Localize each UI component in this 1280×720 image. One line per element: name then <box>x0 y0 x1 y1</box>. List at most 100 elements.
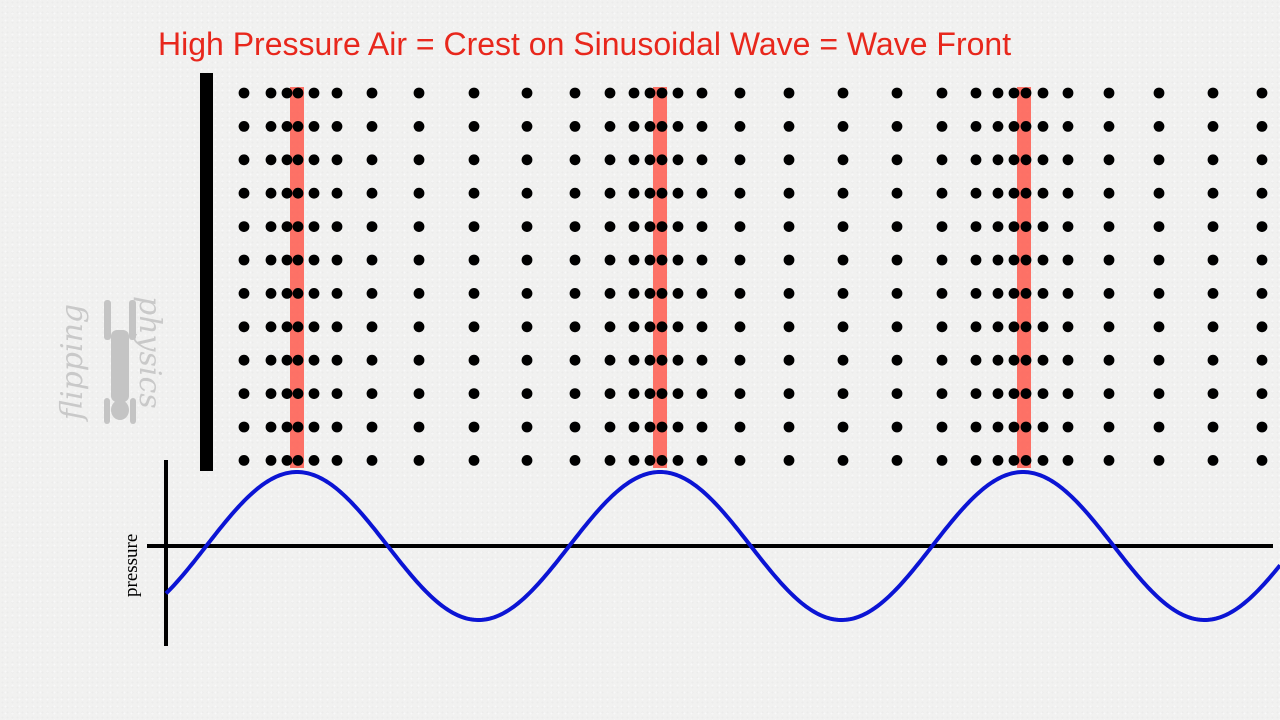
air-molecule-dot <box>783 388 795 399</box>
air-molecule-dot <box>783 87 795 99</box>
air-molecule-dot <box>569 388 581 399</box>
air-molecule-dot <box>604 87 616 99</box>
air-molecule-dots <box>238 87 1268 466</box>
air-molecule-dot <box>413 421 425 433</box>
air-molecule-dot <box>1256 87 1268 99</box>
air-molecule-dot <box>1256 187 1268 199</box>
air-molecule-dot <box>238 121 250 132</box>
air-molecule-dot <box>1008 187 1020 199</box>
air-molecule-dot <box>970 121 982 132</box>
air-molecule-dot <box>992 221 1004 233</box>
air-molecule-dot <box>936 354 948 366</box>
air-molecule-dot <box>468 121 480 132</box>
air-molecule-dot <box>1103 388 1115 399</box>
air-molecule-dot <box>644 154 656 166</box>
air-molecule-dot <box>366 455 378 466</box>
air-molecule-dot <box>1062 288 1074 299</box>
air-molecule-dot <box>891 388 903 399</box>
air-molecule-dot <box>1103 354 1115 366</box>
air-molecule-dot <box>265 154 277 166</box>
air-molecule-dot <box>331 288 343 299</box>
air-molecule-dot <box>1153 354 1165 366</box>
air-molecule-dot <box>366 421 378 433</box>
logo-text-flipping: flipping <box>55 304 90 422</box>
air-molecule-dot <box>468 87 480 99</box>
air-molecule-dot <box>837 221 849 233</box>
air-molecule-dot <box>970 254 982 266</box>
air-molecule-dot <box>1008 455 1020 466</box>
title: High Pressure Air = Crest on Sinusoidal … <box>158 26 1012 62</box>
air-molecule-dot <box>331 187 343 199</box>
air-molecule-dot <box>238 288 250 299</box>
air-molecule-dot <box>1207 221 1219 233</box>
air-molecule-dot <box>734 187 746 199</box>
air-molecule-dot <box>569 121 581 132</box>
air-molecule-dot <box>331 87 343 99</box>
air-molecule-dot <box>308 221 320 233</box>
air-molecule-dot <box>696 87 708 99</box>
air-molecule-dot <box>783 187 795 199</box>
air-molecule-dot <box>366 187 378 199</box>
air-molecule-dot <box>604 288 616 299</box>
air-molecule-dot <box>292 221 304 233</box>
air-molecule-dot <box>936 87 948 99</box>
air-molecule-dot <box>604 154 616 166</box>
air-molecule-dot <box>1256 254 1268 266</box>
air-molecule-dot <box>1103 187 1115 199</box>
air-molecule-dot <box>628 221 640 233</box>
air-molecule-dot <box>413 154 425 166</box>
air-molecule-dot <box>604 187 616 199</box>
air-molecule-dot <box>569 221 581 233</box>
air-molecule-dot <box>891 321 903 333</box>
air-molecule-dot <box>970 288 982 299</box>
air-molecule-dot <box>604 254 616 266</box>
air-molecule-dot <box>468 221 480 233</box>
air-molecule-dot <box>1008 321 1020 333</box>
air-molecule-dot <box>1103 321 1115 333</box>
air-molecule-dot <box>656 254 668 266</box>
air-molecule-dot <box>413 254 425 266</box>
air-molecule-dot <box>604 421 616 433</box>
air-molecule-dot <box>1037 121 1049 132</box>
air-molecule-dot <box>1062 121 1074 132</box>
air-molecule-dot <box>468 187 480 199</box>
air-molecule-dot <box>628 288 640 299</box>
air-molecule-dot <box>366 354 378 366</box>
air-molecule-dot <box>628 154 640 166</box>
air-molecule-dot <box>672 354 684 366</box>
air-molecule-dot <box>1256 421 1268 433</box>
air-molecule-dot <box>891 254 903 266</box>
air-molecule-dot <box>696 421 708 433</box>
air-molecule-dot <box>238 187 250 199</box>
air-molecule-dot <box>292 321 304 333</box>
air-molecule-dot <box>413 354 425 366</box>
air-molecule-dot <box>1153 421 1165 433</box>
air-molecule-dot <box>672 321 684 333</box>
air-molecule-dot <box>413 288 425 299</box>
air-molecule-dot <box>331 421 343 433</box>
air-molecule-dot <box>366 321 378 333</box>
air-molecule-dot <box>308 354 320 366</box>
air-molecule-dot <box>644 455 656 466</box>
air-molecule-dot <box>521 288 533 299</box>
air-molecule-dot <box>604 388 616 399</box>
air-molecule-dot <box>366 87 378 99</box>
air-molecule-dot <box>1256 455 1268 466</box>
air-molecule-dot <box>734 354 746 366</box>
air-molecule-dot <box>992 455 1004 466</box>
air-molecule-dot <box>628 321 640 333</box>
air-molecule-dot <box>1062 321 1074 333</box>
air-molecule-dot <box>992 354 1004 366</box>
air-molecule-dot <box>521 421 533 433</box>
air-molecule-dot <box>628 254 640 266</box>
air-molecule-dot <box>644 254 656 266</box>
air-molecule-dot <box>734 421 746 433</box>
air-molecule-dot <box>281 221 293 233</box>
air-molecule-dot <box>970 321 982 333</box>
air-molecule-dot <box>265 221 277 233</box>
air-molecule-dot <box>672 254 684 266</box>
air-molecule-dot <box>569 187 581 199</box>
air-molecule-dot <box>604 121 616 132</box>
air-molecule-dot <box>521 354 533 366</box>
air-molecule-dot <box>891 221 903 233</box>
